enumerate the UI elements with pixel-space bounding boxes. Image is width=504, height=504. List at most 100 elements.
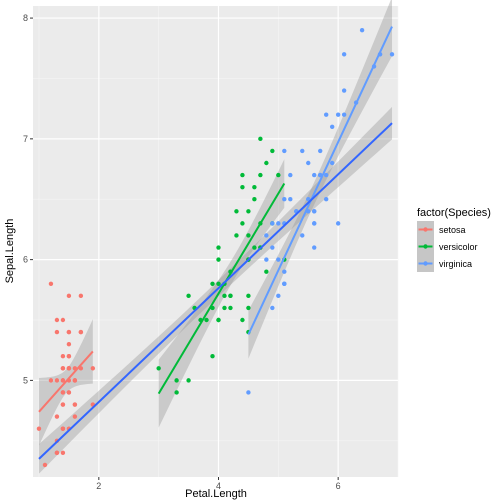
virginica-point: [270, 245, 275, 250]
setosa-point: [60, 366, 66, 371]
versicolor-point: [222, 305, 227, 311]
setosa-point: [66, 390, 72, 395]
versicolor-point: [228, 305, 233, 311]
setosa-point: [60, 402, 66, 407]
versicolor-point: [240, 317, 245, 323]
virginica-point: [329, 124, 335, 129]
setosa-point: [90, 366, 96, 371]
virginica-point: [288, 197, 293, 202]
legend-point-versicolor: [423, 244, 428, 249]
legend-point-setosa: [423, 227, 428, 232]
setosa-regression-line: [38, 350, 94, 413]
x-axis-title: Petal.Length: [185, 488, 247, 500]
y-tick-label: 7: [23, 134, 28, 144]
versicolor-point: [258, 136, 263, 142]
virginica-point: [312, 209, 317, 214]
virginica-point: [341, 88, 347, 93]
virginica-point: [389, 52, 395, 57]
setosa-point: [48, 281, 54, 286]
versicolor-point: [270, 148, 275, 154]
virginica-point: [276, 293, 281, 299]
virginica-point: [318, 148, 323, 154]
virginica-point: [264, 233, 269, 238]
virginica-point: [306, 197, 311, 202]
versicolor-point: [246, 209, 251, 214]
major-gridlines: [33, 6, 398, 477]
setosa-point: [54, 414, 60, 419]
setosa-point: [54, 450, 60, 456]
setosa-point: [66, 341, 72, 347]
versicolor-point: [228, 293, 233, 299]
versicolor-point: [216, 257, 221, 262]
versicolor-point: [246, 233, 251, 238]
minor-gridlines: [33, 6, 399, 477]
setosa-point: [60, 426, 66, 431]
versicolor-point: [240, 172, 245, 178]
setosa-point: [66, 293, 72, 299]
virginica-point: [312, 221, 317, 226]
x-tick-label: 6: [336, 481, 341, 491]
setosa-point: [60, 378, 66, 383]
versicolor-point: [210, 281, 215, 286]
versicolor-point: [186, 293, 191, 299]
virginica-point: [270, 305, 275, 311]
versicolor-point: [234, 209, 239, 214]
virginica-point: [323, 172, 329, 178]
y-axis-title: Sepal.Length: [4, 219, 16, 284]
setosa-point: [48, 378, 54, 383]
versicolor-point: [204, 317, 209, 323]
setosa-point: [60, 317, 66, 323]
versicolor-point: [156, 366, 161, 371]
setosa-point: [66, 354, 72, 359]
legend-point-virginica: [423, 261, 428, 266]
setosa-point: [60, 450, 66, 456]
setosa-point: [78, 329, 84, 335]
versicolor-point: [174, 390, 179, 395]
virginica-point: [288, 172, 293, 178]
virginica-point: [300, 148, 305, 154]
legend-label-setosa: setosa: [439, 225, 466, 235]
legend: factor(Species) setosa versicolor virginic…: [417, 207, 491, 272]
virginica-point: [300, 233, 305, 238]
virginica-point: [312, 245, 317, 250]
versicolor-point: [240, 184, 245, 190]
setosa-point: [60, 390, 66, 395]
setosa-point: [66, 366, 72, 371]
setosa-point: [72, 414, 78, 419]
y-tick-label: 6: [23, 255, 28, 265]
virginica-point: [323, 197, 329, 202]
virginica-point: [306, 160, 311, 166]
overall-regression-line: [38, 122, 393, 460]
versicolor-point: [186, 378, 191, 383]
virginica-point: [323, 112, 329, 117]
virginica-point: [341, 52, 347, 57]
versicolor-point: [252, 184, 257, 190]
regression-lines: [38, 26, 393, 460]
versicolor-point: [216, 245, 221, 250]
virginica-point: [264, 257, 269, 262]
legend-label-virginica: virginica: [439, 259, 472, 269]
versicolor-point: [252, 197, 257, 202]
x-tick-label: 4: [216, 481, 221, 491]
virginica-point: [270, 221, 275, 226]
setosa-point: [78, 293, 84, 299]
versicolor-point: [174, 378, 179, 383]
versicolor-point: [246, 305, 251, 311]
setosa-point: [54, 329, 60, 335]
virginica-point: [246, 390, 251, 395]
legend-label-versicolor: versicolor: [439, 242, 478, 252]
versicolor-point: [222, 293, 227, 299]
virginica-point: [312, 172, 317, 178]
virginica-point: [335, 112, 341, 117]
versicolor-point: [264, 269, 269, 274]
versicolor-point: [240, 221, 245, 226]
versicolor-point: [216, 281, 221, 286]
virginica-point: [282, 197, 287, 202]
setosa-point: [72, 402, 78, 407]
virginica-point: [329, 160, 335, 166]
virginica-point: [282, 148, 287, 154]
y-tick-label: 8: [23, 13, 28, 23]
virginica-point: [335, 221, 341, 226]
virginica-regression-line: [247, 26, 393, 335]
versicolor-confidence-band: [158, 159, 285, 428]
